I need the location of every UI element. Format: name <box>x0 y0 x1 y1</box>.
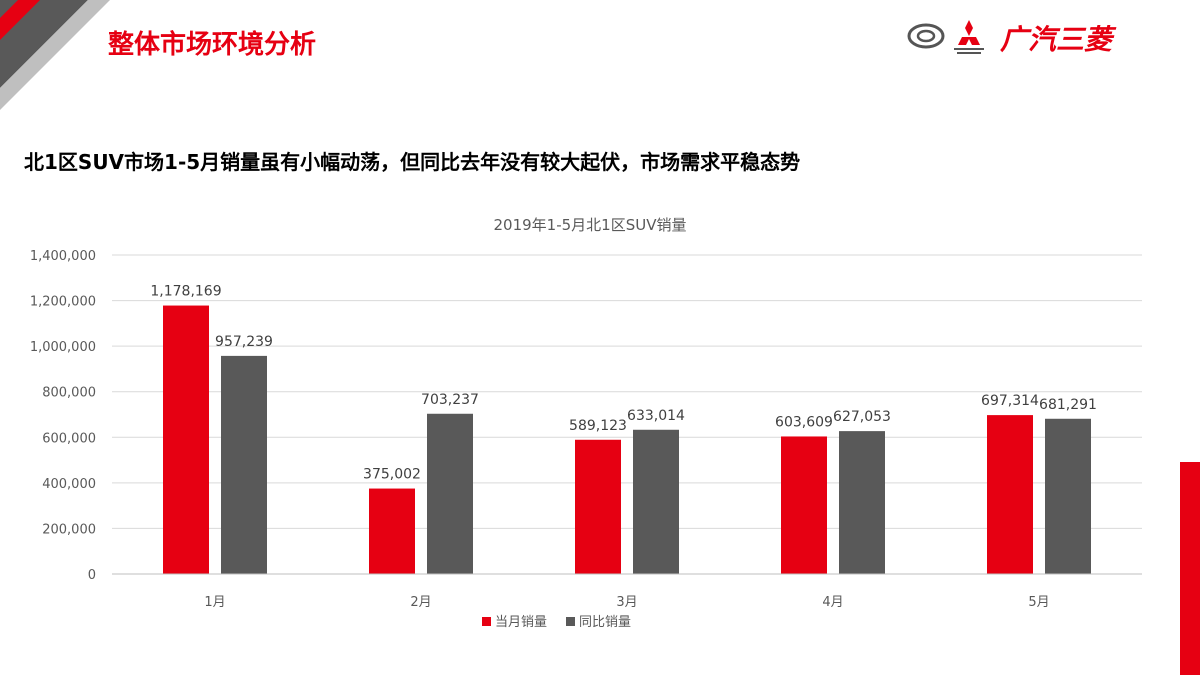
legend-swatch-yoy <box>566 617 575 626</box>
headline-text: 北1区SUV市场1-5月销量虽有小幅动荡，但同比去年没有较大起伏，市场需求平稳态… <box>24 150 801 174</box>
data-label: 703,237 <box>421 392 479 408</box>
data-label: 697,314 <box>981 393 1039 409</box>
sales-bar-chart: 2019年1-5月北1区SUV销量 1,178,169 957,239 375,00… <box>30 216 1142 630</box>
data-label: 603,609 <box>775 414 833 430</box>
y-tick-label: 800,000 <box>42 386 96 401</box>
legend-swatch-current <box>482 617 491 626</box>
data-label: 375,002 <box>363 467 421 483</box>
x-tick-label: 5月 <box>1028 595 1049 610</box>
gac-logo-icon <box>907 23 945 49</box>
data-label: 633,014 <box>627 408 685 424</box>
bar-current <box>987 415 1033 574</box>
corner-stripes-decoration <box>0 0 110 110</box>
legend-label-current: 当月销量 <box>495 615 547 630</box>
data-label: 957,239 <box>215 334 273 350</box>
y-tick-label: 600,000 <box>42 431 96 446</box>
x-tick-label: 2月 <box>410 595 431 610</box>
chart-title: 2019年1-5月北1区SUV销量 <box>494 216 687 234</box>
y-tick-label: 0 <box>88 568 96 583</box>
right-accent-bar <box>1180 462 1200 675</box>
data-label: 681,291 <box>1039 397 1097 413</box>
x-tick-label: 3月 <box>616 595 637 610</box>
bar-yoy <box>839 431 885 574</box>
bar-current <box>369 488 415 574</box>
bar-current <box>781 436 827 574</box>
page-title: 整体市场环境分析 <box>108 30 317 60</box>
x-tick-label: 4月 <box>822 595 843 610</box>
brand-logo <box>907 20 984 54</box>
bar-current <box>575 439 621 574</box>
bar-yoy <box>427 413 473 574</box>
x-tick-label: 1月 <box>204 595 225 610</box>
y-tick-label: 400,000 <box>42 477 96 492</box>
data-label: 589,123 <box>569 418 627 434</box>
bar-yoy <box>633 429 679 574</box>
mitsubishi-diamonds-icon <box>954 20 984 54</box>
bar-yoy <box>221 355 267 574</box>
y-tick-label: 1,200,000 <box>30 295 96 310</box>
data-label: 1,178,169 <box>150 284 221 300</box>
legend-label-yoy: 同比销量 <box>579 615 631 630</box>
y-tick-label: 1,400,000 <box>30 249 96 264</box>
y-tick-label: 1,000,000 <box>30 340 96 355</box>
bar-yoy <box>1045 418 1091 574</box>
y-tick-label: 200,000 <box>42 522 96 537</box>
data-label: 627,053 <box>833 409 891 425</box>
bar-current <box>163 305 209 574</box>
brand-logo-text: 广汽三菱 <box>1000 23 1113 56</box>
